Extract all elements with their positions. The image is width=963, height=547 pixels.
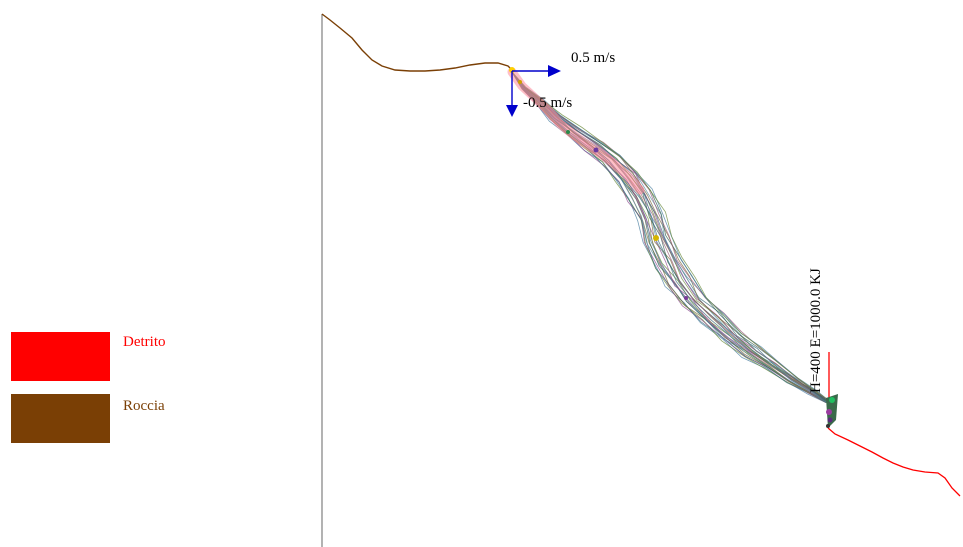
roccia-profile-line: [321, 13, 513, 72]
legend-swatch-detrito: [11, 332, 110, 381]
legend-label-detrito: Detrito: [123, 334, 166, 350]
detrito-source-zone: [507, 67, 645, 195]
detrito-profile-line: [827, 427, 961, 497]
legend-label-roccia: Roccia: [123, 398, 165, 414]
vertical-velocity-label: -0.5 m/s: [523, 95, 573, 111]
barrier-label: H=400 E=1000.0 KJ: [808, 268, 824, 393]
barrier-impact-markers: [826, 394, 838, 428]
trajectory-line: [511, 71, 830, 402]
trajectory-line: [511, 71, 831, 402]
legend-swatch-roccia: [11, 394, 110, 443]
horizontal-velocity-label: 0.5 m/s: [571, 50, 616, 66]
trajectory-line: [511, 71, 830, 403]
velocity-vectors: [506, 65, 561, 117]
